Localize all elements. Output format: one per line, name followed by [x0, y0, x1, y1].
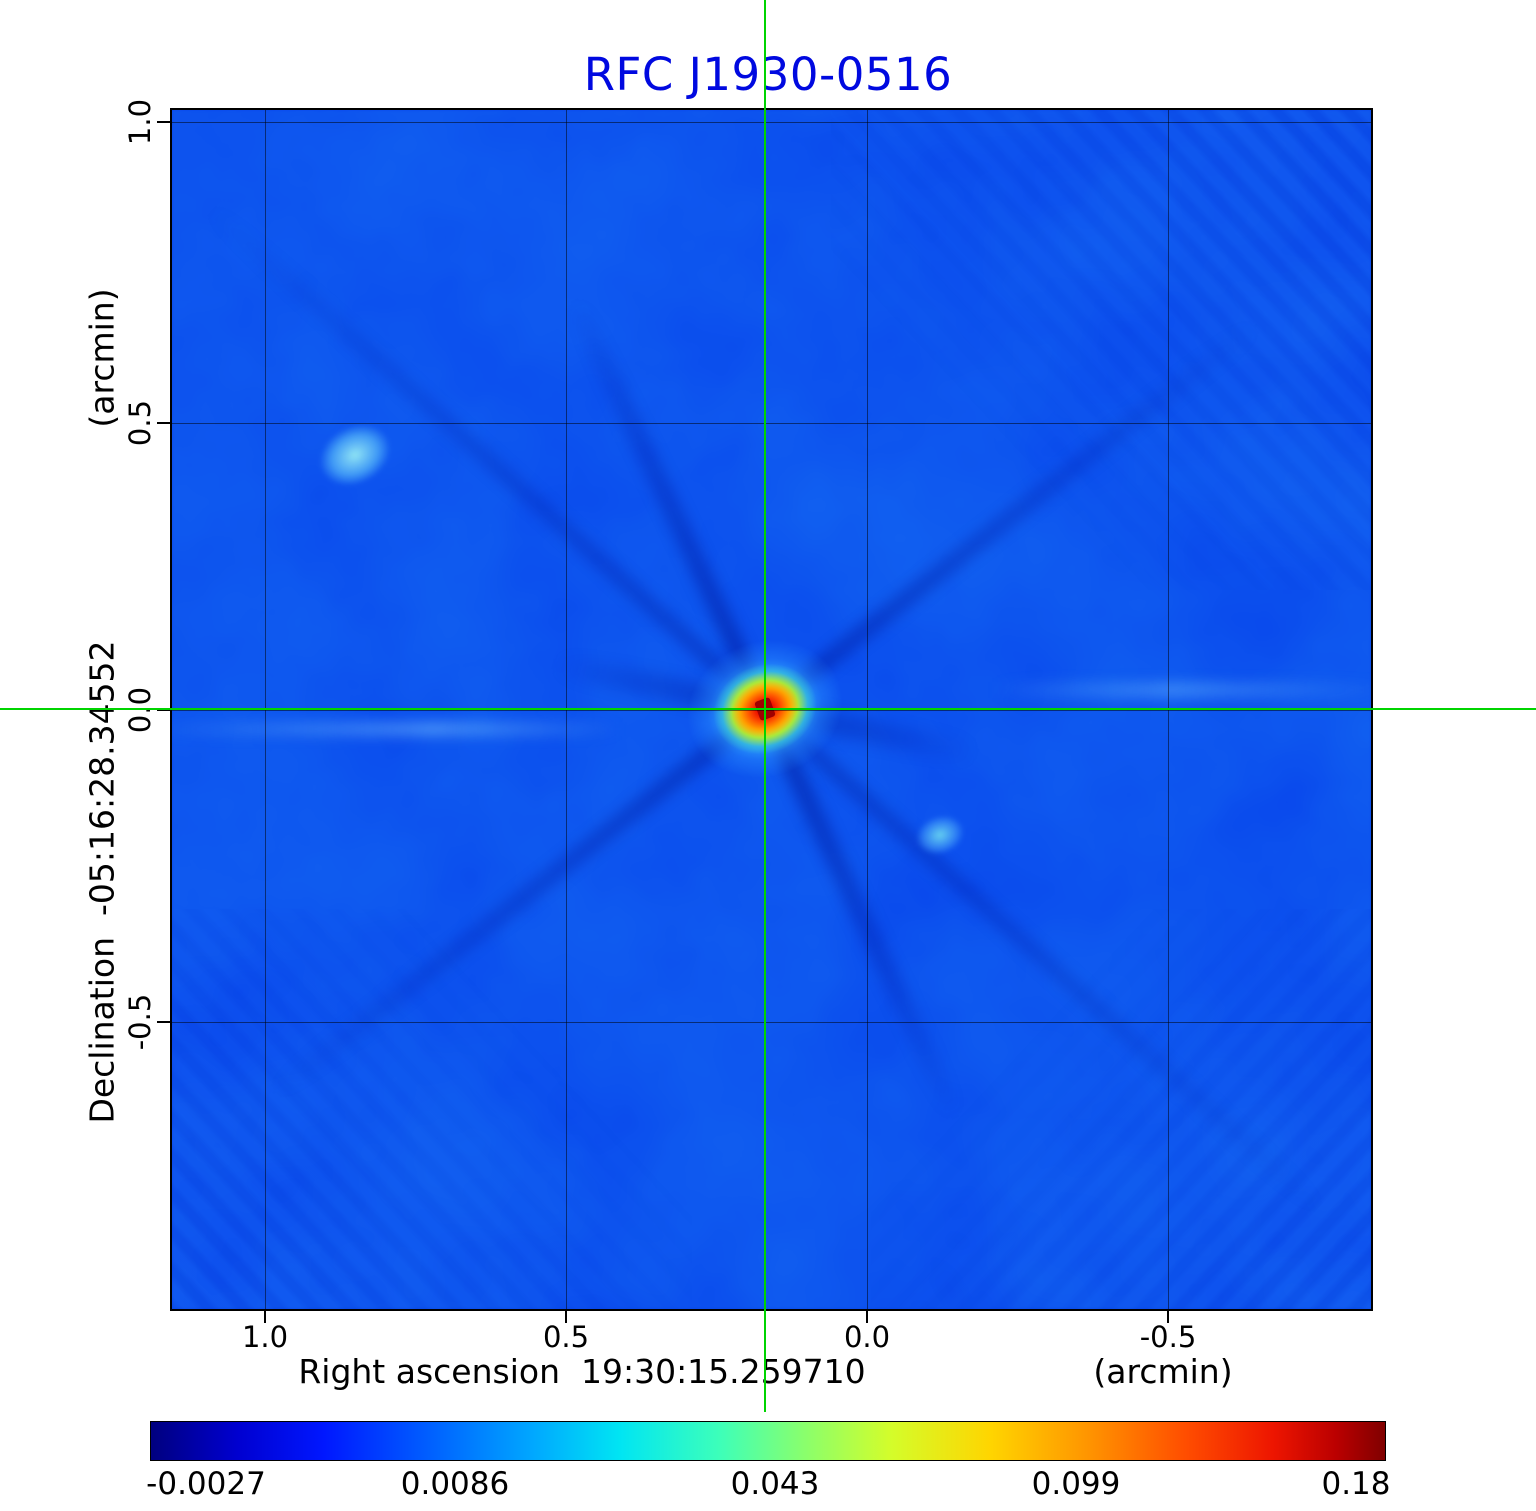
colorbar-tick-label: 0.043	[730, 1466, 820, 1502]
x-tick-label: -0.5	[1139, 1320, 1197, 1354]
crosshair-vertical-line	[764, 0, 766, 1412]
y-axis-tick-mark	[157, 1021, 170, 1023]
y-tick-label: 1.0	[123, 98, 157, 146]
grid-line-horizontal	[172, 710, 1371, 711]
y-tick-label: 0.0	[123, 686, 157, 734]
x-tick-label: 0.5	[542, 1320, 590, 1354]
grid-line-horizontal	[172, 1022, 1371, 1023]
grid-line-horizontal	[172, 423, 1371, 424]
colorbar-tick-label: 0.18	[1321, 1466, 1391, 1502]
x-axis-tick-mark	[1167, 1311, 1169, 1323]
colorbar-tick-label: 0.099	[1031, 1466, 1121, 1502]
colorbar-tick-label: -0.0027	[146, 1466, 266, 1502]
y-axis-label: Declination -05:16:28.34552	[82, 640, 122, 1124]
y-tick-label: -0.5	[123, 993, 157, 1051]
y-axis-unit: (arcmin)	[82, 288, 122, 428]
x-axis-label: Right ascension 19:30:15.259710	[298, 1352, 866, 1391]
x-tick-label: 1.0	[241, 1320, 289, 1354]
x-axis-unit: (arcmin)	[1093, 1352, 1233, 1391]
x-tick-label: 0.0	[843, 1320, 891, 1354]
colorbar-tick-label: 0.0086	[400, 1466, 510, 1502]
colorbar-gradient	[150, 1421, 1386, 1461]
light-sidelobe-streak	[992, 682, 1371, 698]
x-axis-tick-mark	[565, 1311, 567, 1323]
corner-striation-pattern	[172, 909, 692, 1309]
y-tick-label: 0.5	[123, 399, 157, 447]
x-axis-tick-mark	[264, 1311, 266, 1323]
corner-striation-pattern	[831, 110, 1371, 590]
x-axis-tick-mark	[866, 1311, 868, 1323]
y-axis-tick-mark	[157, 709, 170, 711]
crosshair-horizontal-line	[0, 708, 1536, 710]
y-axis-tick-mark	[157, 422, 170, 424]
light-sidelobe-streak	[172, 722, 622, 736]
figure-title: RFC J1930-0516	[583, 48, 953, 101]
grid-line-horizontal	[172, 122, 1371, 123]
image-plot-area	[170, 108, 1373, 1311]
y-axis-tick-mark	[157, 121, 170, 123]
